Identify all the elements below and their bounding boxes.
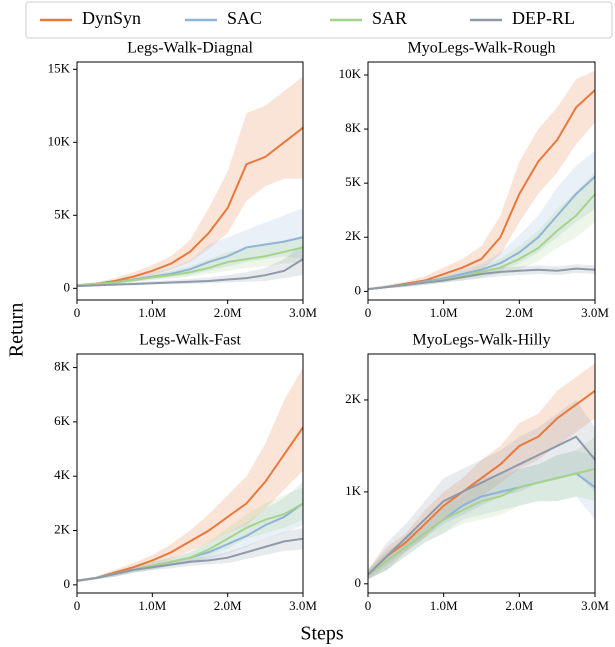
- line: [368, 467, 595, 576]
- y-axis-label: Return: [6, 303, 28, 357]
- y-tick-label: 8K: [54, 359, 71, 374]
- band: [368, 436, 595, 580]
- line: [77, 258, 303, 288]
- y-tick-label: 0: [355, 575, 362, 590]
- x-tick-label: 1.0M: [138, 305, 166, 320]
- y-tick-label: 2K: [345, 391, 362, 406]
- band: [368, 264, 595, 291]
- y-tick-label: 4K: [54, 467, 71, 482]
- plot-area: [368, 363, 595, 580]
- x-tick-label: 2.0M: [214, 305, 242, 320]
- x-tick-label: 3.0M: [289, 598, 317, 613]
- line: [368, 435, 595, 576]
- subplot-title: Legs-Walk-Fast: [139, 332, 241, 349]
- y-tick-label: 0: [64, 576, 71, 591]
- band: [368, 150, 595, 291]
- y-tick-label: 2K: [345, 228, 362, 243]
- x-tick-label: 0: [365, 305, 372, 320]
- x-tick-label: 1.0M: [430, 305, 458, 320]
- legend-label: DynSyn: [82, 8, 141, 28]
- legend-label: SAC: [227, 8, 262, 28]
- line: [368, 267, 595, 291]
- x-tick-label: 2.0M: [505, 305, 533, 320]
- y-tick-label: 15K: [48, 60, 71, 75]
- band: [77, 487, 303, 583]
- x-tick-label: 2.0M: [214, 598, 242, 613]
- y-tick-label: 0: [355, 282, 362, 297]
- y-tick-label: 10K: [48, 133, 71, 148]
- y-tick-label: 0: [64, 279, 71, 294]
- x-tick-label: 3.0M: [289, 305, 317, 320]
- line: [77, 246, 303, 287]
- x-tick-label: 0: [74, 305, 81, 320]
- band: [368, 70, 595, 291]
- plot-area: [77, 367, 303, 583]
- x-axis-label: Steps: [300, 623, 344, 645]
- plot-area: [77, 76, 303, 288]
- y-tick-label: 5K: [345, 174, 362, 189]
- line: [368, 389, 595, 576]
- line: [77, 426, 303, 582]
- x-tick-label: 0: [365, 598, 372, 613]
- y-tick-label: 6K: [54, 413, 71, 428]
- line: [77, 126, 303, 287]
- y-tick-label: 10K: [339, 66, 362, 81]
- subplot-title: Legs-Walk-Diagnal: [127, 40, 253, 57]
- band: [77, 235, 303, 287]
- x-tick-label: 3.0M: [581, 598, 609, 613]
- line: [77, 537, 303, 582]
- subplot-title: MyoLegs-Walk-Hilly: [412, 332, 550, 349]
- axes-frame: [367, 353, 596, 594]
- axes-frame: [76, 353, 304, 594]
- x-tick-label: 1.0M: [138, 598, 166, 613]
- band: [77, 367, 303, 583]
- legend-box: [25, 1, 613, 39]
- y-tick-label: 8K: [345, 120, 362, 135]
- legend-label: DEP-RL: [512, 8, 575, 28]
- y-tick-label: 5K: [54, 206, 71, 221]
- band: [368, 172, 595, 291]
- axes-frame: [367, 61, 596, 301]
- band: [77, 244, 303, 287]
- x-tick-label: 0: [74, 598, 81, 613]
- y-tick-label: 2K: [54, 522, 71, 537]
- legend-label: SAR: [372, 8, 407, 28]
- band: [77, 208, 303, 287]
- band: [77, 527, 303, 583]
- x-tick-label: 1.0M: [430, 598, 458, 613]
- x-tick-label: 3.0M: [581, 305, 609, 320]
- line: [368, 89, 595, 291]
- x-tick-label: 2.0M: [505, 598, 533, 613]
- subplot-title: MyoLegs-Walk-Rough: [407, 40, 555, 57]
- y-tick-label: 1K: [345, 483, 362, 498]
- plot-area: [368, 70, 595, 291]
- axes-frame: [76, 61, 304, 301]
- band: [77, 76, 303, 287]
